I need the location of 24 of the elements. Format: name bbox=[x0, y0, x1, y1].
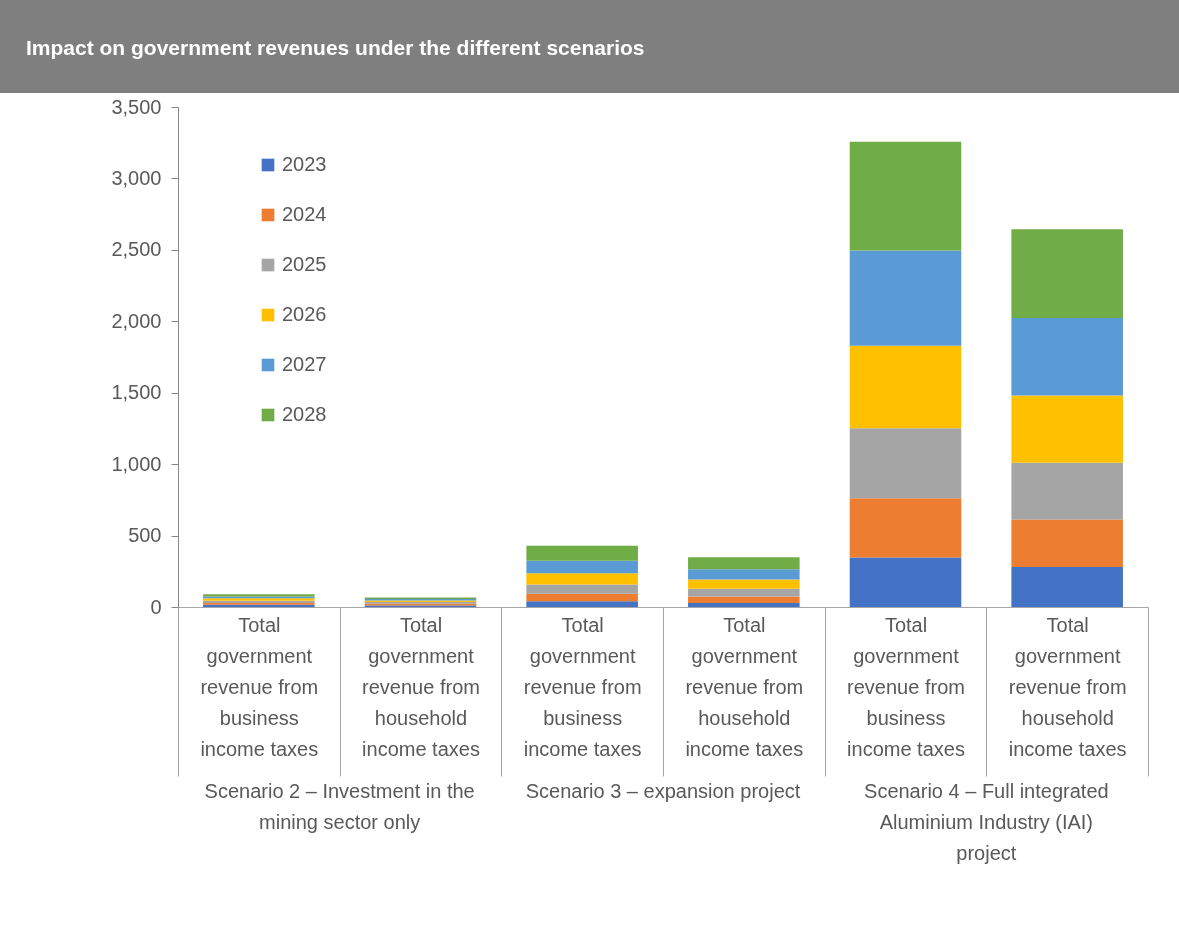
y-tick-label: 0 bbox=[150, 595, 162, 618]
x-tick-label: Total government revenue from household income taxes bbox=[685, 613, 804, 760]
legend-label: 2024 bbox=[282, 203, 327, 225]
y-tick-label: 1,000 bbox=[111, 452, 162, 475]
legend-label: 2026 bbox=[282, 303, 327, 325]
legend-label: 2025 bbox=[282, 253, 327, 275]
y-tick-label: 500 bbox=[128, 524, 162, 547]
text: Scenario 2 – Investment in the mining sector only bbox=[204, 780, 475, 833]
x-tick-label: Total government revenue from business income taxes bbox=[523, 613, 642, 760]
legend-label: 2027 bbox=[282, 353, 327, 375]
text: Scenario 3 – expansion project bbox=[525, 780, 801, 802]
x-tick-label: Total government revenue from business income taxes bbox=[200, 613, 319, 760]
x-tick-label: Total government revenue from household income taxes bbox=[1008, 613, 1127, 760]
y-tick-label: 3,500 bbox=[111, 95, 162, 118]
chart-title: Impact on government revenues under the different scenarios bbox=[0, 0, 1179, 93]
y-tick-label: 2,000 bbox=[111, 309, 162, 332]
text: Scenario 4 – Full integrated Aluminium Industry (IAI) project bbox=[864, 780, 1109, 864]
legend-label: 2028 bbox=[282, 403, 327, 425]
y-tick-label: 1,500 bbox=[111, 381, 162, 404]
x-tick-label: Total government revenue from household income taxes bbox=[362, 613, 480, 760]
y-tick-label: 3,000 bbox=[111, 166, 162, 189]
legend-label: 2023 bbox=[282, 153, 327, 175]
x-tick-label: Total government revenue from business income taxes bbox=[847, 613, 965, 760]
y-tick-label: 2,500 bbox=[111, 238, 162, 261]
